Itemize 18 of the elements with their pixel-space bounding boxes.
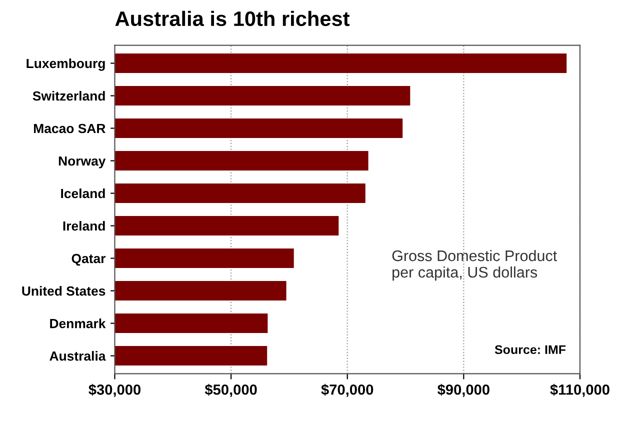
x-tick-label: $50,000 bbox=[204, 384, 257, 397]
y-tick-label: Luxembourg bbox=[26, 58, 105, 71]
x-tick-label: $110,000 bbox=[550, 384, 610, 397]
y-tick-label: Denmark bbox=[50, 318, 106, 328]
annotation: Gross Domestic Product per capita, US dollars bbox=[392, 250, 557, 281]
y-tick-label: Iceland bbox=[61, 188, 105, 198]
y-tick-label: United States bbox=[22, 286, 106, 296]
annotation: Source: IMF bbox=[494, 345, 566, 354]
x-tick-label: $90,000 bbox=[438, 384, 490, 397]
y-tick-label: Switzerland bbox=[32, 90, 105, 101]
y-tick-label: Ireland bbox=[63, 220, 105, 231]
y-tick-label: Norway bbox=[58, 156, 106, 168]
y-tick-label: Macao SAR bbox=[34, 124, 106, 134]
x-tick-label: $70,000 bbox=[321, 384, 374, 397]
y-tick-label: Australia bbox=[50, 351, 106, 361]
chart-title: Australia is 10th richest bbox=[115, 10, 350, 26]
y-tick-label: Qatar bbox=[72, 254, 106, 266]
x-tick-label: $30,000 bbox=[88, 384, 141, 397]
